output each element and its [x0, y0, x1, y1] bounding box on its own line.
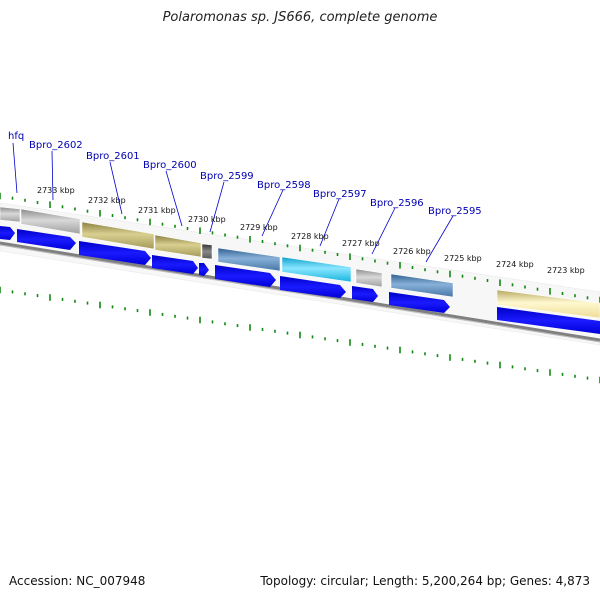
kbp-label: 2727 kbp [342, 239, 380, 248]
lower-tick-track [0, 286, 600, 384]
gene-arrow[interactable] [17, 229, 76, 250]
gene-arrow[interactable] [199, 263, 209, 276]
gene-label-bpro-2602[interactable]: Bpro_2602 [29, 140, 83, 151]
feature-block-pale[interactable] [496, 289, 600, 319]
kbp-label: 2724 kbp [496, 260, 534, 269]
gene-label-bpro-2598[interactable]: Bpro_2598 [257, 180, 311, 191]
gene-label-bpro-2601[interactable]: Bpro_2601 [86, 151, 140, 162]
gene-arrow[interactable] [280, 276, 346, 298]
kbp-label: 2732 kbp [88, 196, 126, 205]
gene-label-leaders [12, 142, 454, 263]
feature-block-gray[interactable] [0, 206, 21, 223]
gene-arrow[interactable] [352, 286, 378, 302]
feature-block-gray[interactable] [20, 208, 81, 235]
accession-label: Accession: NC_007948 [9, 574, 146, 588]
feature-block-gray[interactable] [355, 268, 383, 288]
gene-label-bpro-2596[interactable]: Bpro_2596 [370, 198, 424, 209]
gene-arrows [0, 226, 600, 334]
gene-arrow[interactable] [497, 307, 600, 334]
kbp-label: 2723 kbp [547, 266, 585, 275]
kbp-scale-labels: 2733 kbp 2732 kbp 2731 kbp 2730 kbp 2729… [37, 186, 585, 275]
gene-label-hfq[interactable]: hfq [8, 131, 24, 142]
feature-block-olive[interactable] [154, 234, 202, 258]
kbp-label: 2733 kbp [37, 186, 75, 195]
gene-arrow[interactable] [389, 292, 450, 313]
gene-label-bpro-2595[interactable]: Bpro_2595 [428, 206, 482, 217]
gene-label-bpro-2597[interactable]: Bpro_2597 [313, 189, 367, 200]
gene-label-bpro-2599[interactable]: Bpro_2599 [200, 171, 254, 182]
map-title: Polaromonas sp. JS666, complete genome [162, 10, 438, 25]
gene-labels: hfq Bpro_2602 Bpro_2601 Bpro_2600 Bpro_2… [8, 131, 482, 217]
upper-tick-track [0, 192, 600, 304]
gene-label-bpro-2600[interactable]: Bpro_2600 [143, 160, 197, 171]
gene-arrow[interactable] [0, 226, 15, 240]
feature-block-steel[interactable] [390, 273, 454, 298]
gene-arrow[interactable] [215, 265, 276, 287]
kbp-label: 2730 kbp [188, 215, 226, 224]
genome-summary: Topology: circular; Length: 5,200,264 bp… [260, 574, 590, 588]
feature-block-steel[interactable] [217, 247, 281, 272]
kbp-label: 2729 kbp [240, 223, 278, 232]
kbp-label: 2725 kbp [444, 254, 482, 263]
feature-blocks [0, 206, 600, 319]
gene-arrow[interactable] [79, 241, 151, 265]
feature-block-olive[interactable] [81, 221, 155, 250]
feature-block-dark[interactable] [201, 243, 213, 260]
kbp-label: 2731 kbp [138, 206, 176, 215]
gene-arrow[interactable] [152, 255, 198, 274]
kbp-label: 2728 kbp [291, 232, 329, 241]
feature-block-cyan[interactable] [281, 256, 352, 283]
kbp-label: 2726 kbp [393, 247, 431, 256]
